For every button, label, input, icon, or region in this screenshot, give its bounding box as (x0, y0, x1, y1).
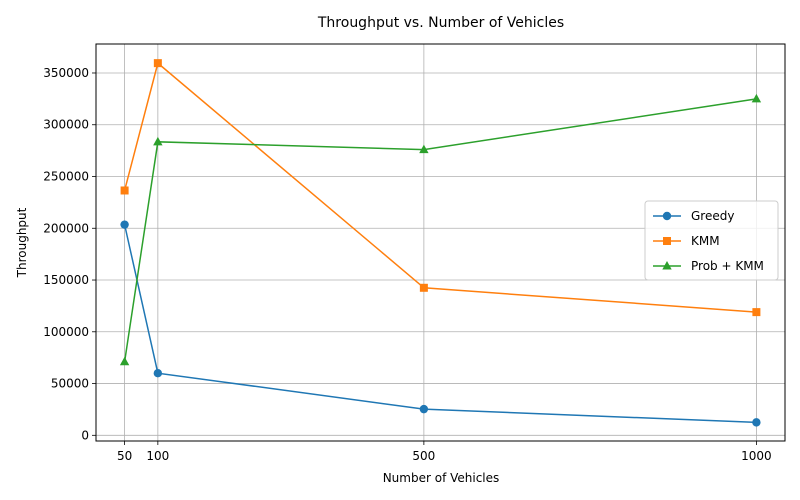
y-tick-label: 350000 (43, 66, 89, 80)
data-point-prob-kmm (153, 136, 163, 146)
data-point-prob-kmm (119, 356, 130, 366)
series-line-kmm (123, 61, 757, 313)
legend-label: KMM (691, 234, 720, 248)
x-tick-label: 100 (146, 449, 169, 463)
grid-lines (96, 44, 785, 441)
x-axis-ticks: 50 100 500 1000 (117, 441, 772, 463)
y-tick-label: 300000 (43, 118, 89, 132)
y-tick-label: 250000 (43, 170, 89, 184)
plot-area-frame (95, 43, 786, 442)
legend-marker (663, 237, 671, 245)
data-point-kmm (419, 283, 428, 292)
series-group (119, 59, 762, 427)
series-line-prob-kmm (123, 98, 757, 362)
data-point-kmm (120, 186, 129, 195)
y-tick-label: 0 (81, 428, 89, 442)
data-point-greedy (419, 404, 429, 414)
data-point-prob-kmm (751, 93, 762, 103)
y-tick-label: 150000 (43, 273, 89, 287)
legend-entry-prob-kmm: Prob + KMM (653, 259, 764, 273)
series-kmm (120, 59, 761, 317)
y-tick-label: 50000 (51, 377, 89, 391)
legend-entry-kmm: KMM (653, 234, 720, 248)
x-tick-label: 1000 (741, 449, 772, 463)
y-axis-ticks: 0 50000 100000 150000 200000 250000 300000 3500… (43, 66, 96, 442)
data-point-greedy (120, 220, 129, 229)
legend-box (644, 200, 779, 281)
chart-title: Throughput vs. Number of Vehicles (317, 15, 564, 31)
y-tick-label: 100000 (43, 325, 89, 339)
series-line-greedy (123, 224, 757, 424)
x-tick-label: 500 (412, 449, 435, 463)
x-axis-label: Number of Vehicles (383, 471, 500, 485)
series-prob-kmm (119, 93, 762, 366)
x-tick-label: 50 (117, 449, 132, 463)
data-point-greedy (752, 418, 761, 427)
legend-entry-greedy: Greedy (653, 209, 734, 223)
legend-label: Greedy (691, 209, 734, 223)
y-tick-label: 200000 (43, 221, 89, 235)
data-point-kmm (153, 59, 162, 68)
data-point-kmm (752, 308, 761, 317)
legend-label: Prob + KMM (691, 259, 764, 273)
y-axis-label: Throughput (15, 207, 29, 278)
legend-marker (662, 211, 672, 221)
legend: Greedy KMM Prob + KMM (644, 200, 779, 281)
data-point-prob-kmm (419, 144, 429, 154)
legend-marker (662, 261, 672, 270)
series-greedy (120, 220, 761, 427)
data-point-greedy (153, 368, 163, 378)
